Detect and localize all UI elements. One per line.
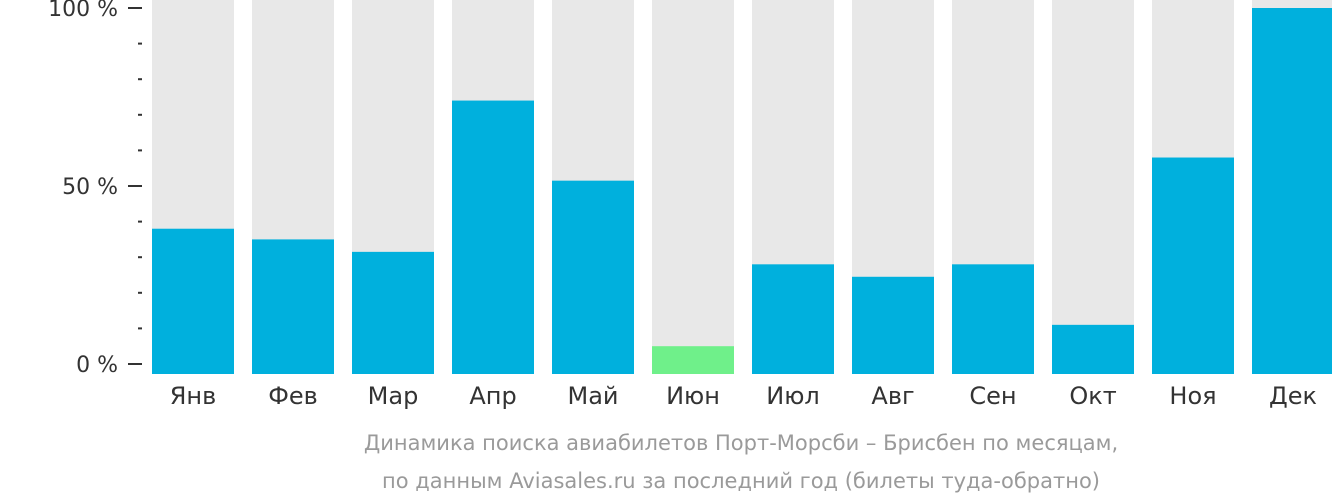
y-tick-label-3: 0 % <box>76 353 118 378</box>
chart-caption-line-2: по данным Aviasales.ru за последний год … <box>382 469 1100 493</box>
bar-11 <box>1152 157 1234 374</box>
x-tick-label-4: Апр <box>469 382 516 410</box>
bar-4 <box>452 100 534 374</box>
bar-12 <box>1252 8 1332 374</box>
bar-track-6 <box>652 0 734 374</box>
x-tick-label-8: Авг <box>871 382 914 410</box>
x-tick-label-10: Окт <box>1069 382 1116 410</box>
bar-track-10 <box>1052 0 1134 374</box>
x-axis: Янв Фев Мар Апр Май Июн Июл Авг Сен Окт Ноя Дек <box>170 382 1317 410</box>
x-tick-label-11: Ноя <box>1169 382 1216 410</box>
y-tick-label-1: 100 % <box>48 0 118 22</box>
bar-7 <box>752 264 834 374</box>
bar-2 <box>252 239 334 374</box>
x-tick-label-7: Июл <box>766 382 820 410</box>
bar-3 <box>352 251 434 374</box>
x-tick-label-2: Фев <box>268 382 318 410</box>
bar-10 <box>1052 324 1134 374</box>
bar-5 <box>552 180 634 374</box>
x-tick-label-12: Дек <box>1269 382 1317 410</box>
chart-caption-line-1: Динамика поиска авиабилетов Порт-Морсби … <box>364 431 1118 455</box>
x-tick-label-5: Май <box>567 382 618 410</box>
x-tick-label-9: Сен <box>969 382 1016 410</box>
y-tick-label-2: 50 % <box>62 175 118 200</box>
bar-6 <box>652 346 734 374</box>
bar-1 <box>152 228 234 374</box>
bar-8 <box>852 276 934 374</box>
x-tick-label-3: Мар <box>368 382 419 410</box>
bars <box>152 8 1332 374</box>
y-axis: 100 % 50 % 0 % <box>48 0 142 378</box>
x-tick-label-1: Янв <box>170 382 217 410</box>
bar-9 <box>952 264 1034 374</box>
x-tick-label-6: Июн <box>666 382 720 410</box>
